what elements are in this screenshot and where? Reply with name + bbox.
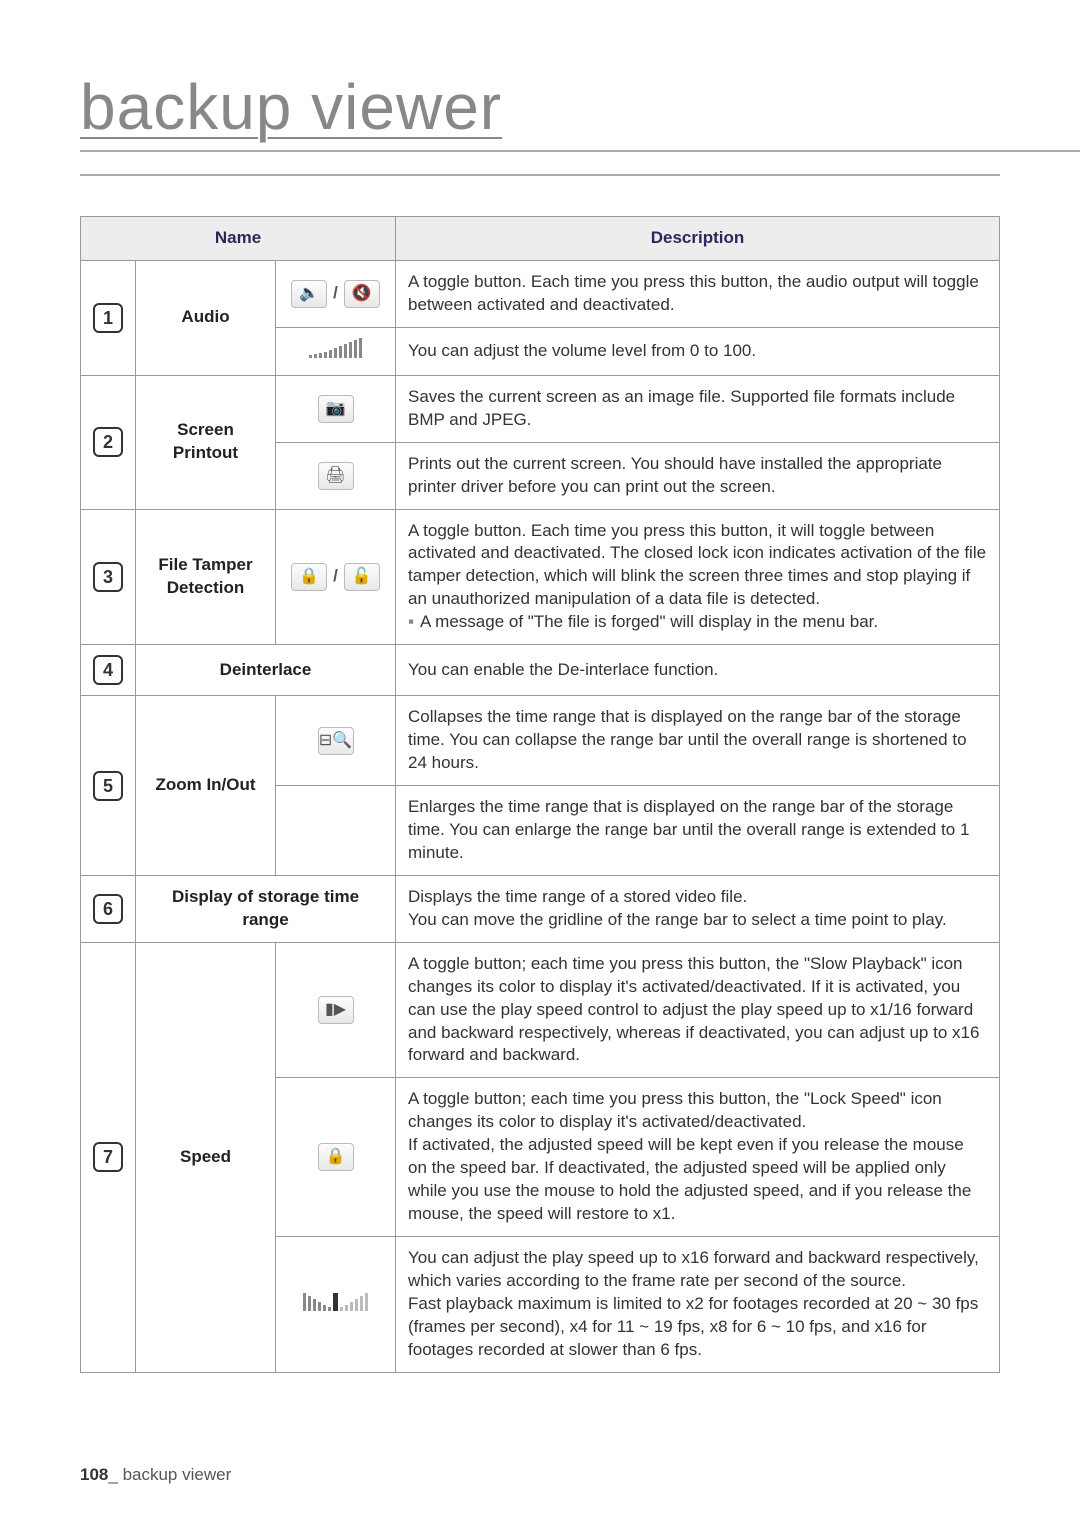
row-name: Deinterlace — [136, 645, 396, 696]
table-header-row: Name Description — [81, 217, 1000, 261]
row-name: Speed — [136, 942, 276, 1372]
row-number: 3 — [93, 562, 123, 592]
icon-cell: ⊟🔍 — [276, 696, 396, 786]
volume-bars-icon — [309, 338, 362, 358]
row-number: 6 — [93, 894, 123, 924]
slow-playback-icon: ▮▶ — [318, 996, 354, 1024]
page-footer: 108_ backup viewer — [80, 1465, 231, 1485]
speed-slider-icon — [303, 1291, 368, 1311]
row-number-cell: 1 — [81, 260, 136, 375]
speaker-toggle-icon: 🔈/🔇 — [291, 280, 380, 308]
table-row: 7 Speed ▮▶ A toggle button; each time yo… — [81, 942, 1000, 1078]
row-number-cell: 6 — [81, 875, 136, 942]
row-number: 4 — [93, 655, 123, 685]
icon-cell: 🖨 — [276, 442, 396, 509]
row-number-cell: 4 — [81, 645, 136, 696]
row-number: 2 — [93, 427, 123, 457]
camera-icon: 📷 — [318, 395, 354, 423]
table-row: 6 Display of storage time range Displays… — [81, 875, 1000, 942]
table-row: 2 Screen Printout 📷 Saves the current sc… — [81, 375, 1000, 442]
icon-cell — [276, 786, 396, 876]
row-name: Display of storage time range — [136, 875, 396, 942]
desc-cell: Saves the current screen as an image fil… — [396, 375, 1000, 442]
desc-cell: Collapses the time range that is display… — [396, 696, 1000, 786]
table-row: 5 Zoom In/Out ⊟🔍 Collapses the time rang… — [81, 696, 1000, 786]
lock-toggle-icon: 🔒/🔓 — [291, 563, 380, 591]
table-row: 4 Deinterlace You can enable the De-inte… — [81, 645, 1000, 696]
header-description: Description — [396, 217, 1000, 261]
zoom-out-icon: ⊟🔍 — [318, 727, 354, 755]
icon-cell: 🔒 — [276, 1078, 396, 1237]
table-row: 1 Audio 🔈/🔇 A toggle button. Each time y… — [81, 260, 1000, 327]
desc-cell: A toggle button; each time you press thi… — [396, 942, 1000, 1078]
desc-text: A toggle button. Each time you press thi… — [408, 521, 986, 609]
row-number: 7 — [93, 1142, 123, 1172]
desc-cell: A toggle button. Each time you press thi… — [396, 509, 1000, 645]
row-number-cell: 3 — [81, 509, 136, 645]
row-number-cell: 2 — [81, 375, 136, 509]
icon-cell — [276, 1237, 396, 1373]
header-name: Name — [81, 217, 396, 261]
desc-cell: You can adjust the volume level from 0 t… — [396, 327, 1000, 375]
desc-cell: A toggle button; each time you press thi… — [396, 1078, 1000, 1237]
row-number-cell: 5 — [81, 696, 136, 876]
row-number-cell: 7 — [81, 942, 136, 1372]
title-underline — [80, 174, 1000, 176]
desc-bullet: A message of "The file is forged" will d… — [408, 612, 878, 631]
lock-speed-icon: 🔒 — [318, 1143, 354, 1171]
row-name: File Tamper Detection — [136, 509, 276, 645]
icon-cell: 🔈/🔇 — [276, 260, 396, 327]
icon-cell: ▮▶ — [276, 942, 396, 1078]
desc-cell: A toggle button. Each time you press thi… — [396, 260, 1000, 327]
row-number: 1 — [93, 303, 123, 333]
desc-cell: You can enable the De-interlace function… — [396, 645, 1000, 696]
row-name: Zoom In/Out — [136, 696, 276, 876]
footer-label: backup viewer — [123, 1465, 232, 1484]
printer-icon: 🖨 — [318, 462, 354, 490]
page-title: backup viewer — [80, 70, 1000, 144]
table-row: 3 File Tamper Detection 🔒/🔓 A toggle but… — [81, 509, 1000, 645]
page-number: 108 — [80, 1465, 108, 1484]
desc-cell: Enlarges the time range that is displaye… — [396, 786, 1000, 876]
desc-cell: You can adjust the play speed up to x16 … — [396, 1237, 1000, 1373]
row-name: Screen Printout — [136, 375, 276, 509]
icon-cell: 📷 — [276, 375, 396, 442]
icon-cell — [276, 327, 396, 375]
row-name: Audio — [136, 260, 276, 375]
desc-cell: Displays the time range of a stored vide… — [396, 875, 1000, 942]
icon-cell: 🔒/🔓 — [276, 509, 396, 645]
feature-table: Name Description 1 Audio 🔈/🔇 A toggle bu… — [80, 216, 1000, 1373]
desc-cell: Prints out the current screen. You shoul… — [396, 442, 1000, 509]
row-number: 5 — [93, 771, 123, 801]
